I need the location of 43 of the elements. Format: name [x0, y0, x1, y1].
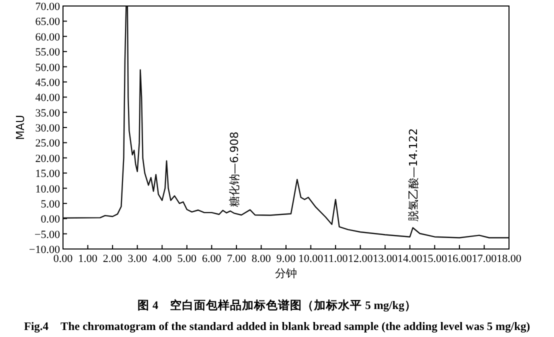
y-tick-label: 10.00 [35, 183, 60, 196]
y-tick-label: 40.00 [35, 92, 60, 104]
x-tick-label: 11.00 [323, 253, 348, 265]
annotation: 糖化钠—6.908 [228, 132, 242, 208]
text: 图 4 空白面包样品加标色谱图（加标水平 5 mg/kg） [138, 298, 416, 312]
y-tick-label: −5.00 [34, 228, 60, 241]
x-tick-label: 1.00 [78, 253, 98, 265]
x-tick-label: 8.00 [252, 253, 272, 265]
y-tick-label: 50.00 [35, 62, 60, 74]
y-tick-label: 55.00 [35, 46, 60, 59]
text: Fig.4 The chromatogram of the standard added in blank bread sample (the adding level was 5 mg/kg) [24, 321, 530, 333]
x-tick-label: 12.00 [348, 253, 374, 265]
y-tick-label: 70.00 [35, 1, 60, 13]
x-tick-label: 2.00 [102, 253, 123, 265]
x-tick-label: 10.00 [298, 253, 324, 265]
y-axis-title: MAU [14, 114, 27, 140]
x-tick-label: 6.00 [202, 253, 222, 265]
x-tick-label: 15.00 [422, 253, 448, 265]
x-tick-label: 0.00 [53, 253, 74, 265]
x-tick-label: 14.00 [398, 253, 423, 265]
x-axis-title: 分钟 [275, 268, 297, 280]
x-tick-label: 16.00 [447, 253, 472, 265]
y-tick-label: 60.00 [35, 31, 60, 44]
y-tick-label: 15.00 [35, 168, 60, 180]
line-series [63, 6, 509, 238]
y-tick-label: 45.00 [35, 76, 60, 89]
x-tick-label: 4.00 [152, 253, 172, 265]
y-tick-label: 30.00 [35, 122, 60, 134]
y-tick-label: 0.00 [40, 214, 60, 226]
y-tick-label: 35.00 [35, 107, 60, 120]
y-tick-label: 65.00 [35, 16, 60, 28]
y-tick-label: 25.00 [35, 138, 60, 150]
y-tick-label: 5.00 [40, 198, 60, 210]
x-tick-label: 17.00 [472, 253, 498, 265]
x-tick-label: 9.00 [276, 253, 296, 265]
x-tick-label: 13.00 [372, 253, 398, 265]
x-tick-label: 5.00 [177, 253, 198, 265]
x-tick-label: 3.00 [128, 253, 148, 265]
x-tick-label: 7.00 [226, 253, 247, 265]
annotation: 脱氢乙酸—14.122 [406, 128, 420, 222]
y-tick-label: −10.00 [29, 244, 60, 256]
x-tick-label: 18.00 [496, 253, 522, 265]
y-tick-label: 20.00 [35, 152, 60, 165]
